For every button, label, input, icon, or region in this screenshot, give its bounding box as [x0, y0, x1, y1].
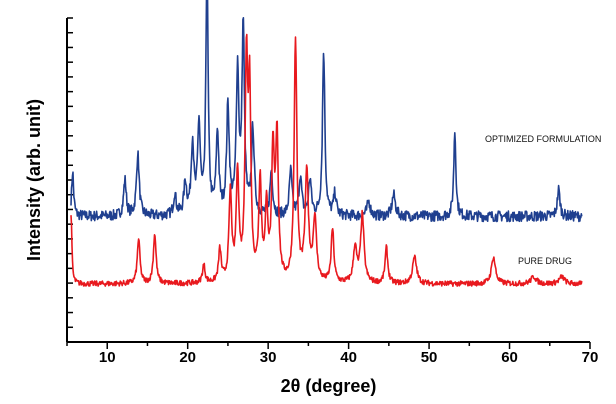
- y-axis-title: Intensity (arb. unit): [24, 99, 44, 261]
- series-line-pure-drug: [70, 33, 583, 288]
- labels-layer: OPTIMIZED FORMULATION PURE DRUG: [485, 134, 601, 266]
- series-line-optimized-formulation: [70, 0, 583, 223]
- series-layer: [70, 0, 583, 288]
- x-tick-label: 70: [582, 349, 599, 366]
- x-tick-label: 20: [179, 349, 196, 366]
- x-tick-label: 60: [501, 349, 518, 366]
- series-label: OPTIMIZED FORMULATION: [485, 134, 601, 144]
- x-tick-label: 40: [340, 349, 357, 366]
- x-tick-label: 10: [99, 349, 116, 366]
- x-tick-label: 30: [260, 349, 277, 366]
- ticks-layer: 10 20 30 40 50 60 70: [66, 17, 599, 366]
- x-tick-label: 50: [421, 349, 438, 366]
- x-axis-title: 2θ (degree): [281, 376, 377, 396]
- series-label: PURE DRUG: [518, 256, 572, 266]
